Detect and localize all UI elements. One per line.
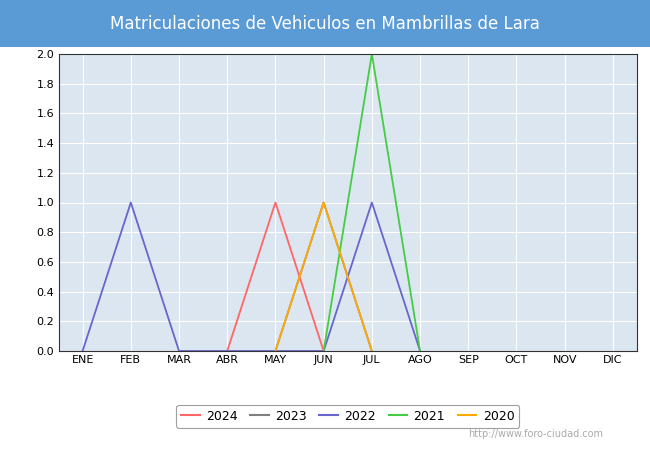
Text: http://www.foro-ciudad.com: http://www.foro-ciudad.com [468,429,603,439]
Text: Matriculaciones de Vehiculos en Mambrillas de Lara: Matriculaciones de Vehiculos en Mambrill… [110,14,540,33]
Legend: 2024, 2023, 2022, 2021, 2020: 2024, 2023, 2022, 2021, 2020 [176,405,519,428]
